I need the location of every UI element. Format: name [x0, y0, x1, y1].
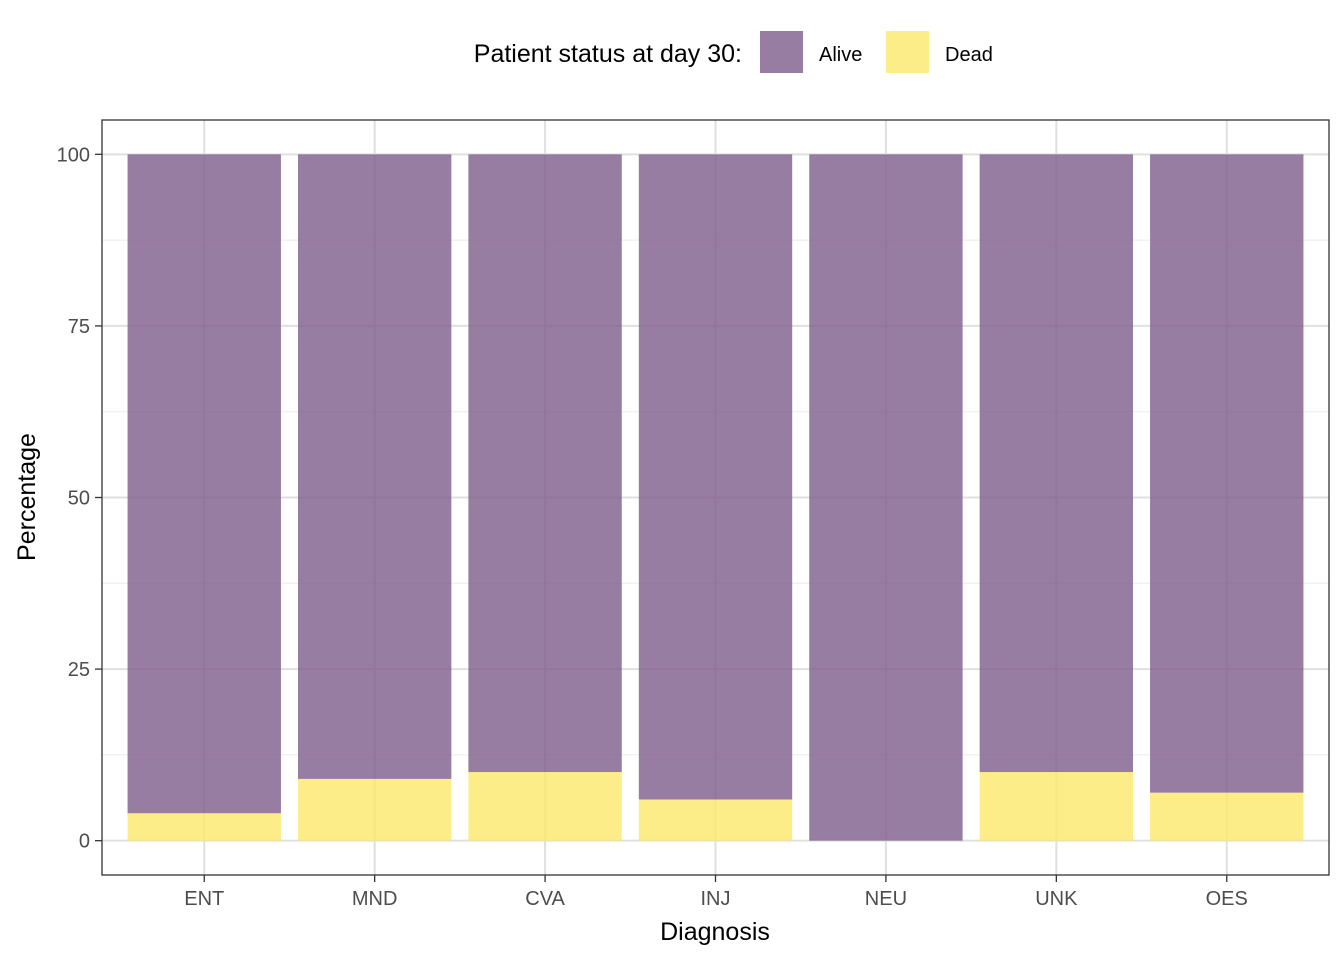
legend-label-dead: Dead: [945, 44, 993, 66]
y-tick-label: 75: [68, 316, 90, 338]
bar-alive-cva: [468, 154, 622, 773]
bar-dead-inj: [638, 799, 793, 841]
y-tick-label: 25: [68, 659, 90, 681]
bar-dead-oes: [1150, 792, 1304, 841]
legend-swatch-dead: [886, 31, 929, 73]
y-tick-label: 100: [57, 144, 90, 166]
bar-dead-mnd: [297, 778, 452, 841]
x-tick-label: UNK: [1035, 888, 1078, 910]
y-tick-label: 0: [79, 831, 90, 853]
legend-title: Patient status at day 30:: [474, 40, 742, 68]
legend-swatch-alive: [760, 31, 803, 73]
bar-alive-ent: [127, 154, 281, 814]
bar-alive-mnd: [297, 154, 452, 779]
bars: [127, 154, 1304, 841]
x-axis: ENT MND CVA INJ NEU UNK OES: [184, 875, 1248, 910]
legend-label-alive: Alive: [819, 44, 862, 66]
legend: Patient status at day 30: Alive Dead: [474, 31, 993, 73]
bar-alive-inj: [638, 154, 793, 800]
x-tick-label: MND: [352, 888, 398, 910]
plot-panel: [101, 119, 1330, 876]
x-tick-label: CVA: [525, 888, 565, 910]
x-tick-label: INJ: [701, 888, 731, 910]
bar-dead-ent: [127, 813, 281, 841]
x-tick-label: ENT: [184, 888, 224, 910]
y-tick-label: 50: [68, 488, 90, 510]
x-tick-label: NEU: [865, 888, 907, 910]
x-tick-label: OES: [1206, 888, 1248, 910]
bar-alive-unk: [979, 154, 1134, 773]
x-axis-title: Diagnosis: [660, 918, 770, 946]
y-axis-title: Percentage: [13, 433, 41, 561]
y-axis: 0 25 50 75 100: [57, 144, 102, 853]
bar-dead-unk: [979, 772, 1134, 841]
bar-alive-neu: [809, 154, 963, 841]
bar-dead-cva: [468, 772, 622, 841]
bar-alive-oes: [1150, 154, 1304, 793]
